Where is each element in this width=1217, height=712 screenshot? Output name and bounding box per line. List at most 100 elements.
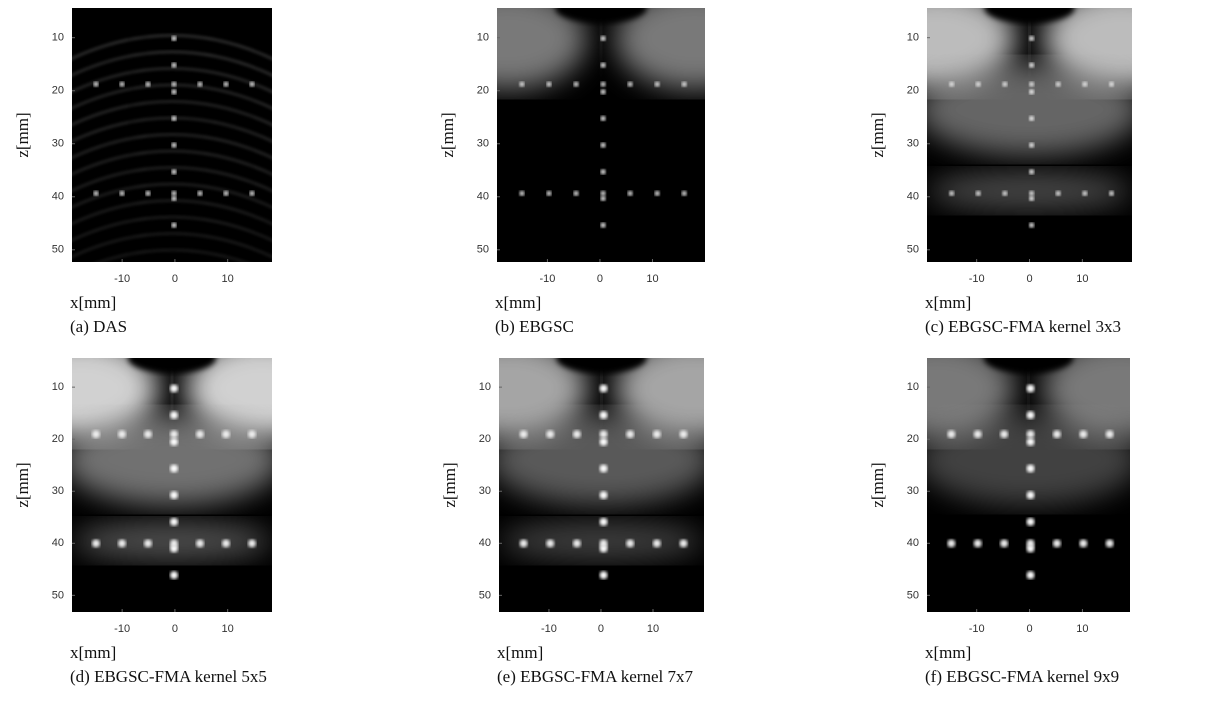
scatterer	[654, 81, 660, 87]
dark-cap	[555, 8, 647, 24]
x-tick-label: 10	[1076, 273, 1088, 285]
caption: (a) DAS	[70, 317, 127, 336]
speckle-mid	[72, 413, 272, 506]
scatterer	[546, 430, 555, 439]
scatterer	[171, 35, 177, 41]
scatterer	[600, 62, 606, 68]
caption: (b) EBGSC	[495, 317, 574, 336]
x-tick-label: -10	[114, 273, 130, 285]
scatterer	[1002, 81, 1008, 87]
scatterer	[600, 196, 606, 201]
scatterer	[170, 384, 178, 393]
scatterer	[599, 384, 608, 393]
scatterer	[1029, 196, 1035, 201]
scatterer	[600, 222, 606, 228]
scatterer	[1109, 190, 1114, 196]
scatterer	[1026, 411, 1035, 420]
scatterer	[1026, 571, 1035, 580]
scatterer	[975, 190, 981, 196]
scatterer	[546, 81, 552, 87]
x-tick-label: -10	[541, 623, 557, 635]
scatterer	[599, 437, 608, 446]
scatterer	[1029, 35, 1035, 41]
scatterer	[599, 539, 608, 548]
scatterer	[1026, 491, 1035, 500]
y-tick-label: 10	[479, 381, 491, 393]
x-tick-label: 0	[598, 623, 604, 635]
scatterer	[249, 190, 255, 196]
y-tick-label: 30	[907, 485, 919, 497]
speckle-mid	[927, 413, 1130, 506]
scatterer	[1029, 115, 1035, 121]
scatterer	[1026, 384, 1035, 393]
echo-arc	[72, 232, 272, 258]
x-tick-label: -10	[114, 623, 130, 635]
y-tick-label: 10	[52, 381, 64, 393]
x-tick-label: 0	[1026, 623, 1032, 635]
echo-arc	[72, 133, 272, 159]
scatterer	[1029, 222, 1035, 228]
scatterer	[170, 430, 178, 439]
scatterer	[171, 196, 177, 201]
panel: 10 20 30 40 50 -10 0 10 z[mm] x[mm] (d) EBGSC-FMA …	[13, 358, 272, 686]
scatterer	[626, 539, 635, 548]
y-tick-label: 40	[477, 191, 489, 203]
scatterer	[652, 430, 661, 439]
echo-arc	[72, 216, 272, 241]
scatterer	[1026, 430, 1035, 439]
scatterer	[93, 190, 99, 196]
scatterer	[197, 190, 203, 196]
scatterer	[1109, 81, 1114, 87]
speckle-mid	[927, 63, 1132, 156]
scatterer	[171, 169, 177, 175]
x-axis-label: x[mm]	[497, 643, 543, 662]
caption: (e) EBGSC-FMA kernel 7x7	[497, 667, 693, 686]
panel: 10 20 30 40 50 -10 0 10 z[mm] x[mm] (f) EBGSC-FMA …	[868, 358, 1130, 686]
scatterer	[222, 539, 230, 548]
scatterer	[92, 430, 100, 439]
scatterer	[170, 539, 178, 548]
scatterer	[249, 81, 255, 87]
image-field	[497, 8, 705, 228]
echo-arc	[72, 100, 272, 126]
scatterer	[1026, 517, 1035, 526]
scatterer	[519, 430, 528, 439]
y-tick-label: 40	[479, 537, 491, 549]
x-tick-label: 0	[1026, 273, 1032, 285]
scatterer	[1026, 539, 1035, 548]
y-tick-label: 30	[477, 138, 489, 150]
y-tick-label: 30	[52, 485, 64, 497]
scatterer	[1052, 539, 1061, 548]
echo-arc	[98, 249, 246, 262]
x-tick-label: 0	[172, 623, 178, 635]
scatterer	[599, 517, 608, 526]
scatterer	[573, 81, 579, 87]
y-axis-label: z[mm]	[13, 462, 32, 507]
scatterer	[654, 190, 660, 196]
scatterer	[1029, 142, 1035, 148]
image-field	[72, 34, 272, 262]
x-tick-label: 10	[647, 623, 659, 635]
scatterer	[600, 35, 606, 41]
scatterer	[144, 539, 152, 548]
y-tick-label: 10	[52, 32, 64, 44]
scatterer	[572, 539, 581, 548]
scatterer	[248, 430, 256, 439]
x-tick-label: 0	[172, 273, 178, 285]
caption: (c) EBGSC-FMA kernel 3x3	[925, 317, 1121, 336]
scatterer	[171, 115, 177, 121]
scatterer	[171, 190, 177, 196]
scatterer	[573, 190, 579, 196]
scatterer	[1079, 430, 1088, 439]
y-tick-label: 10	[907, 32, 919, 44]
scatterer	[627, 190, 633, 196]
scatterer	[599, 464, 608, 473]
echo-arc	[72, 183, 272, 208]
speckle-mid	[499, 413, 704, 506]
scatterer	[1079, 539, 1088, 548]
scatterer	[248, 539, 256, 548]
x-axis-label: x[mm]	[70, 293, 116, 312]
scatterer	[600, 115, 606, 121]
scatterer	[171, 142, 177, 148]
scatterer	[1105, 539, 1114, 548]
